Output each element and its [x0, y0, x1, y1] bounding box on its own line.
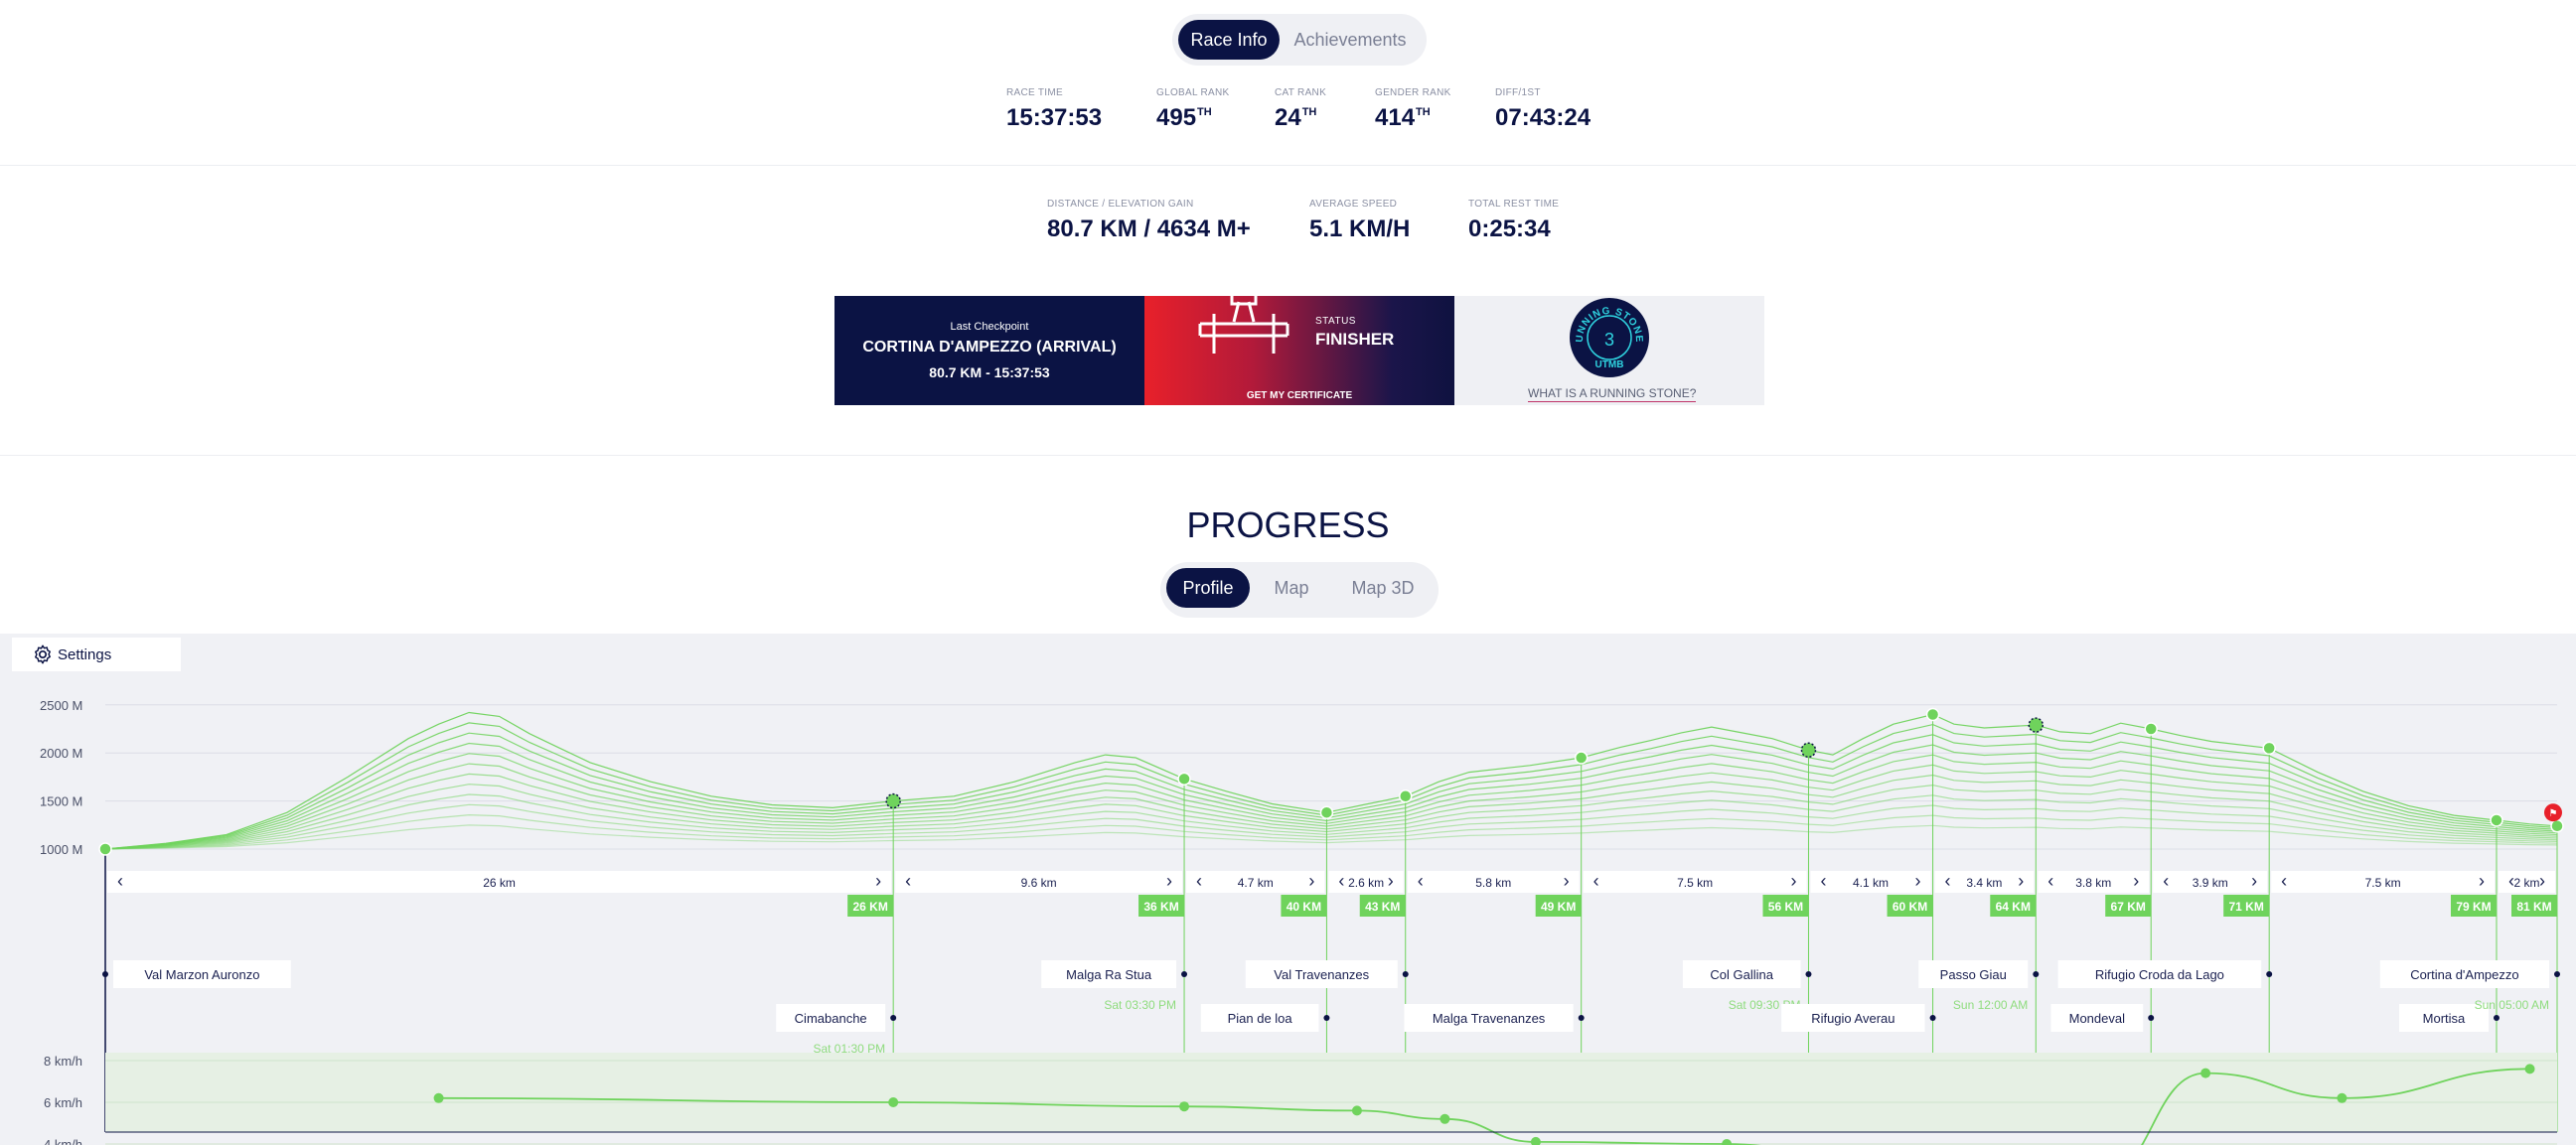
stat-cat-rank: CAT RANK 24TH	[1275, 87, 1326, 132]
stat-rest-time: TOTAL REST TIME 0:25:34	[1468, 199, 1559, 243]
checkpoint-name: CORTINA D'AMPEZZO (ARRIVAL)	[862, 339, 1117, 356]
stat-value: 495TH	[1156, 104, 1212, 131]
stat-label: TOTAL REST TIME	[1468, 199, 1560, 210]
checkpoint-title: Last Checkpoint	[950, 321, 1029, 333]
running-stone-info-link[interactable]: WHAT IS A RUNNING STONE?	[1528, 386, 1697, 402]
stat-label: RACE TIME	[1006, 87, 1063, 98]
settings-button[interactable]: Settings	[12, 638, 181, 671]
stat-value: 15:37:53	[1006, 104, 1103, 131]
tab-map[interactable]: Map	[1274, 577, 1309, 598]
stat-average-speed: AVERAGE SPEED 5.1 KM/H	[1309, 199, 1410, 243]
race-tabs: Race Info Achievements	[1172, 14, 1427, 66]
stones-count: 3	[1604, 330, 1614, 350]
tab-profile[interactable]: Profile	[1166, 568, 1250, 608]
stat-gender-rank: GENDER RANK 414TH	[1375, 87, 1451, 132]
gear-icon	[35, 644, 51, 664]
finish-arch-icon	[1198, 296, 1289, 354]
finisher-card[interactable]: STATUS FINISHER GET MY CERTIFICATE	[1144, 296, 1454, 405]
stat-value: 414TH	[1375, 104, 1431, 131]
badge-text-bottom: UTMB	[1595, 359, 1624, 370]
running-stones-card: RUNNING STONES 3 UTMB WHAT IS A RUNNING …	[1454, 296, 1764, 405]
stat-value: 07:43:24	[1495, 104, 1591, 131]
status-label: STATUS	[1315, 316, 1356, 327]
stat-label: DIFF/1ST	[1495, 87, 1541, 98]
tab-race-info[interactable]: Race Info	[1178, 20, 1280, 60]
settings-label: Settings	[58, 645, 112, 663]
stat-global-rank: GLOBAL RANK 495TH	[1156, 87, 1230, 132]
stat-label: DISTANCE / ELEVATION GAIN	[1047, 199, 1194, 210]
stat-label: CAT RANK	[1275, 87, 1327, 98]
stat-label: GENDER RANK	[1375, 87, 1451, 98]
tab-achievements[interactable]: Achievements	[1293, 29, 1407, 50]
tab-map-3d[interactable]: Map 3D	[1351, 577, 1415, 598]
stat-value: 5.1 KM/H	[1309, 215, 1411, 242]
stat-label: GLOBAL RANK	[1156, 87, 1230, 98]
stat-value: 80.7 KM / 4634 M+	[1047, 215, 1251, 242]
stat-distance: DISTANCE / ELEVATION GAIN 80.7 KM / 4634…	[1047, 199, 1251, 243]
divider	[0, 455, 2576, 456]
progress-view-tabs: Profile Map Map 3D	[1160, 562, 1439, 618]
running-stones-badge-icon: RUNNING STONES 3 UTMB	[1565, 296, 1649, 377]
last-checkpoint-card: Last Checkpoint CORTINA D'AMPEZZO (ARRIV…	[834, 296, 1144, 405]
checkpoint-detail: 80.7 KM - 15:37:53	[929, 364, 1050, 380]
stat-diff-first: DIFF/1ST 07:43:24	[1495, 87, 1591, 132]
divider	[0, 165, 2576, 166]
get-certificate-link[interactable]: GET MY CERTIFICATE	[1246, 390, 1353, 401]
stat-value: 24TH	[1275, 104, 1317, 131]
status-value: FINISHER	[1315, 330, 1395, 349]
chart-area-background	[0, 634, 2576, 1145]
progress-title: PROGRESS	[1186, 504, 1390, 545]
stat-value: 0:25:34	[1468, 215, 1551, 242]
stat-race-time: RACE TIME 15:37:53	[1006, 87, 1102, 132]
stat-label: AVERAGE SPEED	[1309, 199, 1398, 210]
